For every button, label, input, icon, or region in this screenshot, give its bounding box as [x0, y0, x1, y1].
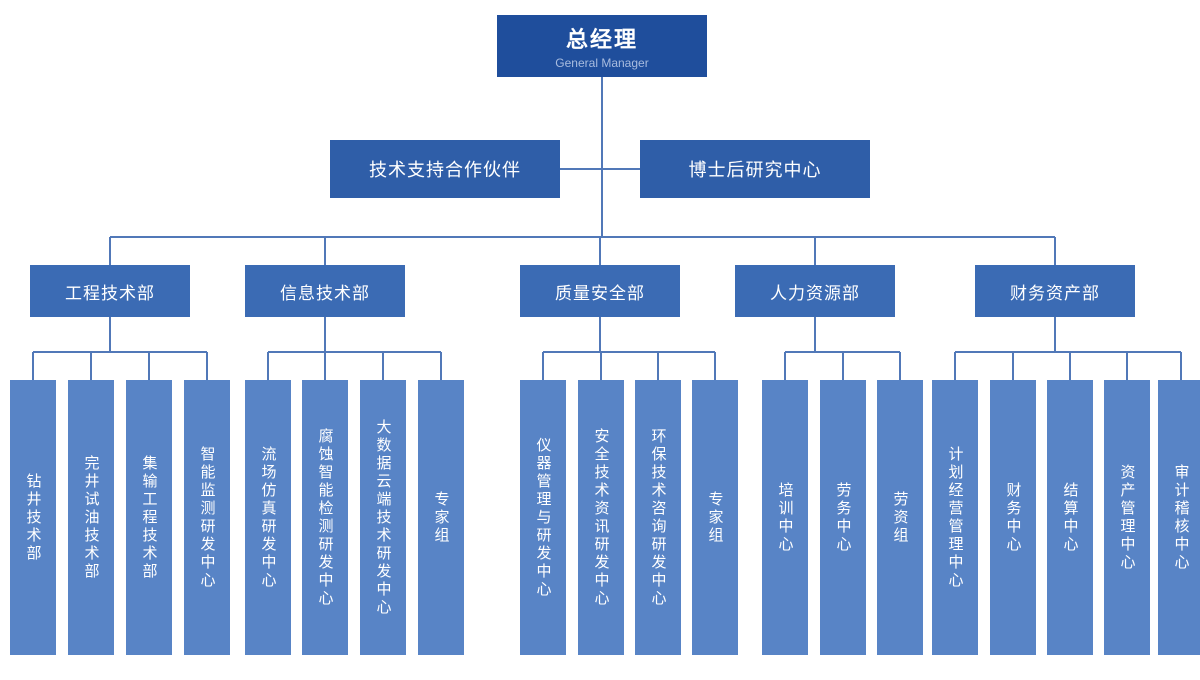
leaf-box-label: 结算中心: [1060, 482, 1081, 554]
leaf-box-19: 审计稽核中心: [1158, 380, 1200, 655]
leaf-box-8: 仪器管理与研发中心: [520, 380, 566, 655]
leaf-box-label: 计划经营管理中心: [945, 446, 966, 590]
leaf-box-label: 腐蚀智能检测研发中心: [315, 428, 336, 608]
leaf-box-2: 集输工程技术部: [126, 380, 172, 655]
leaf-box-label: 财务中心: [1003, 482, 1024, 554]
dept-box-label: 人力资源部: [770, 279, 860, 304]
leaf-box-7: 专家组: [418, 380, 464, 655]
leaf-box-label: 劳资组: [890, 491, 911, 545]
leaf-box-11: 专家组: [692, 380, 738, 655]
dept-box-label: 财务资产部: [1010, 279, 1100, 304]
org-root-subtitle: General Manager: [555, 56, 648, 70]
leaf-box-label: 资产管理中心: [1117, 464, 1138, 572]
mid-box-label: 技术支持合作伙伴: [369, 156, 521, 182]
leaf-box-label: 环保技术咨询研发中心: [648, 428, 669, 608]
leaf-box-17: 结算中心: [1047, 380, 1093, 655]
leaf-box-10: 环保技术咨询研发中心: [635, 380, 681, 655]
org-root-title: 总经理: [566, 22, 638, 54]
leaf-box-15: 计划经营管理中心: [932, 380, 978, 655]
mid-box-label: 博士后研究中心: [689, 156, 822, 182]
leaf-box-label: 钻井技术部: [23, 473, 44, 563]
leaf-box-label: 专家组: [431, 491, 452, 545]
leaf-box-6: 大数据云端技术研发中心: [360, 380, 406, 655]
mid-box-1: 博士后研究中心: [640, 140, 870, 198]
dept-box-0: 工程技术部: [30, 265, 190, 317]
leaf-box-label: 智能监测研发中心: [197, 446, 218, 590]
leaf-box-0: 钻井技术部: [10, 380, 56, 655]
dept-box-2: 质量安全部: [520, 265, 680, 317]
leaf-box-1: 完井试油技术部: [68, 380, 114, 655]
leaf-box-label: 劳务中心: [833, 482, 854, 554]
dept-box-1: 信息技术部: [245, 265, 405, 317]
leaf-box-4: 流场仿真研发中心: [245, 380, 291, 655]
leaf-box-label: 大数据云端技术研发中心: [373, 419, 394, 617]
leaf-box-12: 培训中心: [762, 380, 808, 655]
dept-box-3: 人力资源部: [735, 265, 895, 317]
leaf-box-label: 培训中心: [775, 482, 796, 554]
leaf-box-14: 劳资组: [877, 380, 923, 655]
leaf-box-label: 审计稽核中心: [1171, 464, 1192, 572]
leaf-box-13: 劳务中心: [820, 380, 866, 655]
leaf-box-3: 智能监测研发中心: [184, 380, 230, 655]
dept-box-4: 财务资产部: [975, 265, 1135, 317]
leaf-box-label: 完井试油技术部: [81, 455, 102, 581]
leaf-box-5: 腐蚀智能检测研发中心: [302, 380, 348, 655]
mid-box-0: 技术支持合作伙伴: [330, 140, 560, 198]
leaf-box-16: 财务中心: [990, 380, 1036, 655]
leaf-box-18: 资产管理中心: [1104, 380, 1150, 655]
leaf-box-9: 安全技术资讯研发中心: [578, 380, 624, 655]
leaf-box-label: 专家组: [705, 491, 726, 545]
org-root: 总经理 General Manager: [497, 15, 707, 77]
dept-box-label: 质量安全部: [555, 279, 645, 304]
leaf-box-label: 集输工程技术部: [139, 455, 160, 581]
leaf-box-label: 流场仿真研发中心: [258, 446, 279, 590]
leaf-box-label: 安全技术资讯研发中心: [591, 428, 612, 608]
dept-box-label: 信息技术部: [280, 279, 370, 304]
dept-box-label: 工程技术部: [65, 279, 155, 304]
leaf-box-label: 仪器管理与研发中心: [533, 437, 554, 599]
